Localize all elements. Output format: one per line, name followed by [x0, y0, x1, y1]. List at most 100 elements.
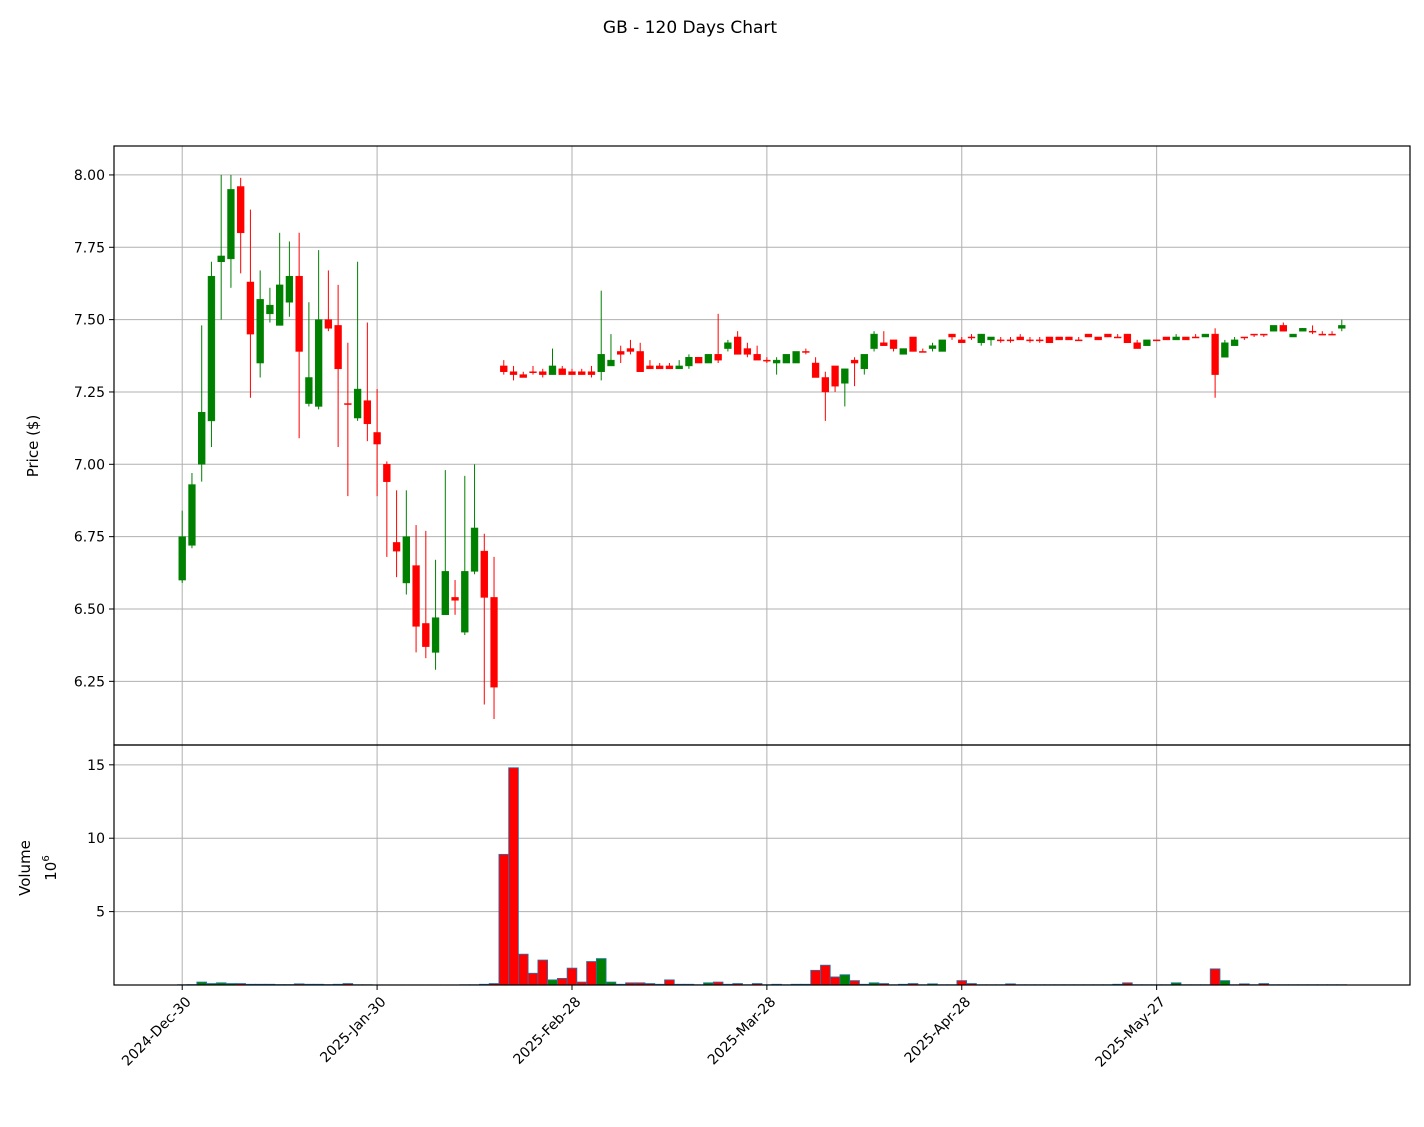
candle-body [1026, 339, 1034, 342]
candle-body [266, 304, 274, 315]
candle-body [675, 365, 683, 370]
x-tick-label: 2025-May-27 [1092, 994, 1169, 1071]
candle-body [539, 371, 547, 375]
candle-body [1299, 328, 1307, 332]
x-tick-label: 2024-Dec-30 [119, 994, 194, 1069]
candle-body [880, 342, 888, 346]
candle-body [256, 299, 264, 364]
y-tick-label: 6.75 [74, 530, 105, 546]
candle-body [1123, 333, 1132, 344]
candle-body [977, 333, 985, 344]
candle-body [246, 281, 255, 335]
candle-body [782, 354, 791, 364]
y-tick-label: 6.25 [74, 674, 105, 690]
candle-body [656, 365, 664, 370]
candle-body [607, 359, 615, 367]
candle-body [1289, 333, 1297, 338]
candle-body [1006, 339, 1015, 342]
candle-body [646, 365, 654, 370]
candle-body [636, 351, 644, 372]
candle-body [1221, 342, 1229, 358]
candle-body [704, 354, 713, 364]
x-tick-label: 2025-Mar-28 [705, 994, 779, 1068]
candle-body [275, 284, 284, 326]
candle-body [850, 359, 859, 364]
candle-body [860, 354, 868, 370]
candle-body [733, 336, 742, 355]
candle-body [509, 371, 518, 375]
volume-bar [547, 979, 558, 986]
candle-body [948, 333, 956, 338]
candle-body [1308, 330, 1317, 333]
candle-body [295, 275, 303, 352]
candle-body [568, 371, 576, 375]
candle-body [1279, 325, 1287, 332]
candle-body [227, 189, 235, 260]
candle-body [178, 536, 186, 581]
candle-body [997, 339, 1005, 342]
candle-body [1045, 336, 1054, 344]
candle-body [802, 351, 810, 353]
candle-body [821, 377, 829, 393]
candle-body [1133, 342, 1141, 349]
candle-body [1036, 339, 1044, 342]
y-tick-label: 5 [96, 905, 105, 921]
candle-body [1075, 339, 1083, 342]
candle-body [1328, 333, 1336, 336]
candle-body [1143, 339, 1151, 346]
candle-body [305, 377, 313, 404]
x-tick-label: 2025-Apr-28 [902, 994, 975, 1067]
candle-body [1055, 336, 1063, 341]
candle-body [831, 365, 839, 387]
candle-body [1230, 339, 1239, 346]
volume-bar [566, 967, 578, 986]
y-axis-label: Price ($) [24, 415, 42, 478]
y-tick-label: 15 [87, 758, 105, 774]
y-tick-label: 7.25 [74, 385, 105, 401]
candle-body [431, 617, 440, 653]
candle-body [987, 336, 995, 341]
volume-bar [498, 853, 510, 986]
candle-body [1338, 325, 1346, 329]
volume-bar [839, 974, 851, 986]
candle-body [334, 325, 342, 370]
candle-body [500, 365, 508, 372]
candle-body [626, 348, 635, 352]
volume-frame [113, 744, 1411, 986]
y-tick-label: 6.50 [74, 602, 105, 618]
candle-body [480, 550, 488, 598]
candle-body [198, 411, 206, 465]
candle-body [373, 432, 381, 445]
x-tick-label: 2025-Jan-30 [317, 994, 389, 1066]
candle-body [314, 319, 323, 407]
candle-body [1104, 333, 1112, 338]
volume-bar [849, 980, 860, 986]
candle-body [587, 371, 596, 375]
candle-body [1162, 336, 1171, 341]
candle-body [1240, 336, 1249, 339]
y-tick-label: 8.00 [74, 168, 105, 184]
x-tick-label: 2025-Feb-28 [511, 994, 585, 1068]
candle-body [519, 374, 527, 378]
candle-body [685, 356, 693, 367]
candle-body [324, 319, 333, 329]
y-tick-label: 7.75 [74, 240, 105, 256]
chart-title: GB - 120 Days Chart [603, 18, 778, 38]
candle-body [841, 368, 849, 384]
candle-body [353, 388, 362, 419]
candle-body [1191, 336, 1200, 339]
volume-bar [556, 977, 568, 986]
candle-body [792, 351, 800, 364]
candle-body [461, 571, 469, 633]
candle-body [617, 351, 625, 355]
candle-body [919, 351, 927, 353]
y-tick-label: 7.50 [74, 313, 105, 329]
candle-body [597, 354, 605, 372]
candle-body [470, 527, 479, 572]
candle-body [285, 275, 294, 303]
candle-body [938, 339, 946, 352]
candle-body [402, 536, 410, 584]
candle-body [451, 597, 459, 601]
candle-body [665, 365, 674, 370]
